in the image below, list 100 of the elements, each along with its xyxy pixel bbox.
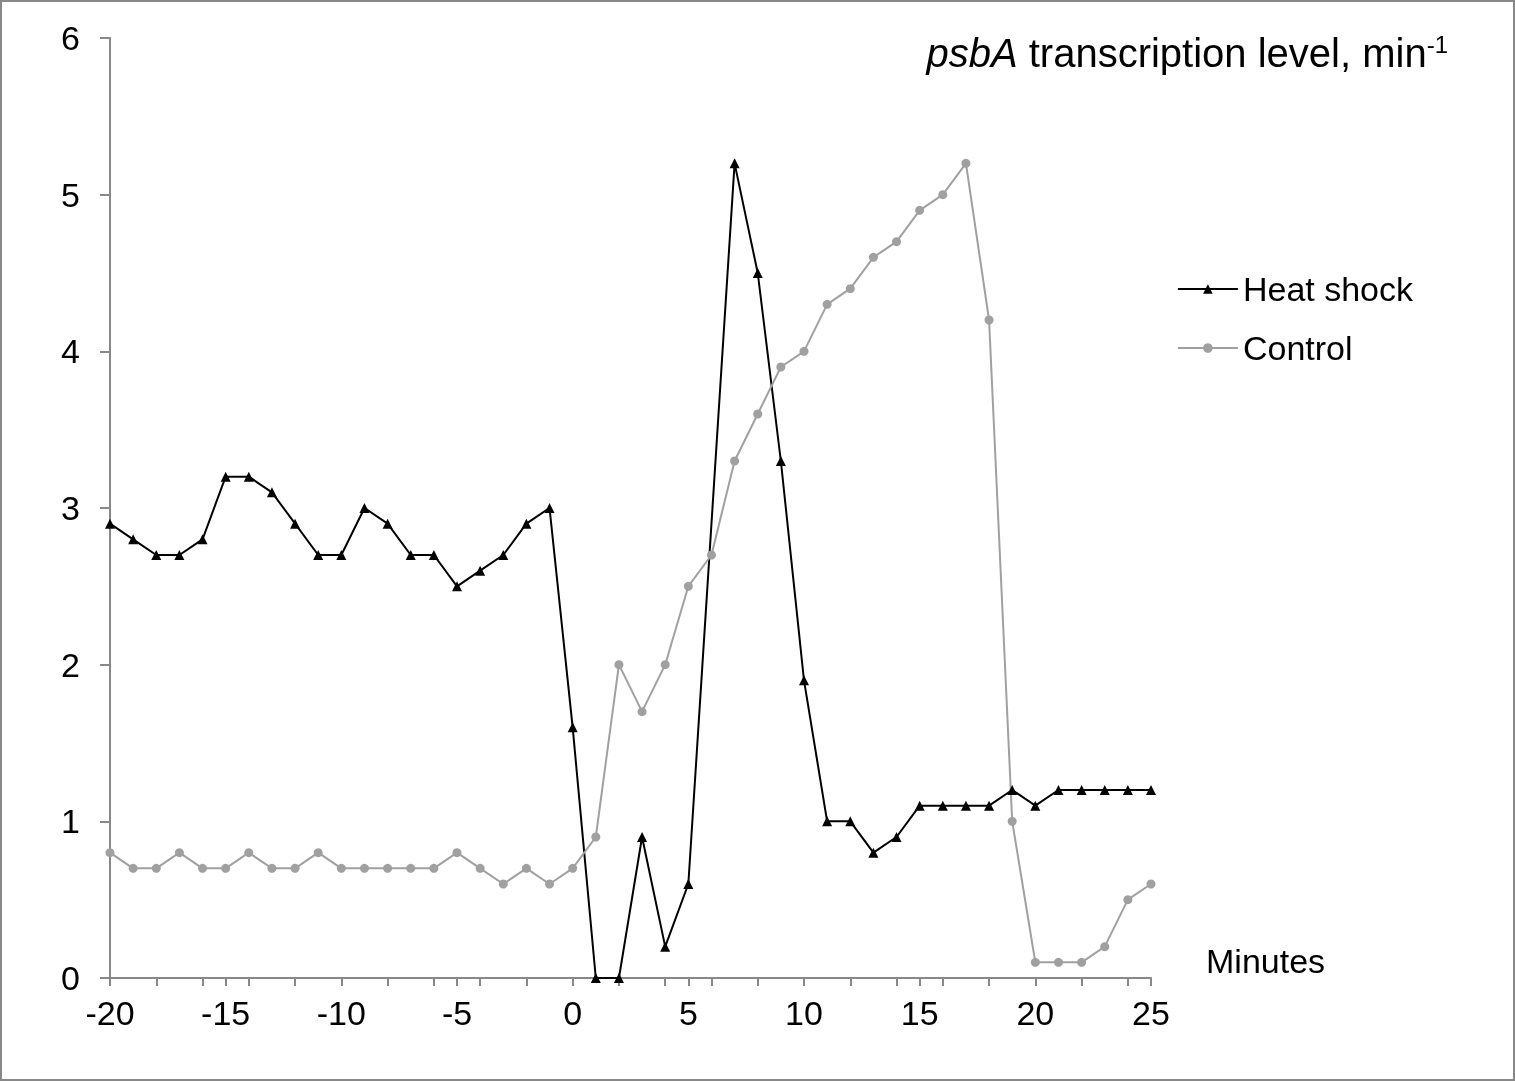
- point: [244, 848, 254, 858]
- point: [498, 879, 508, 889]
- point: [799, 346, 809, 356]
- point: [1076, 785, 1087, 795]
- point: [128, 863, 138, 873]
- x-tick-label: 15: [900, 994, 939, 1032]
- point: [406, 863, 416, 873]
- point: [822, 816, 833, 827]
- point: [637, 832, 648, 842]
- point: [845, 816, 856, 827]
- point: [891, 832, 902, 842]
- point: [174, 550, 185, 560]
- point: [545, 879, 555, 889]
- point: [151, 550, 162, 560]
- x-axis-title: Minutes: [1206, 942, 1326, 980]
- point: [568, 863, 578, 873]
- point: [1100, 942, 1110, 952]
- point: [1007, 816, 1017, 826]
- point: [383, 863, 393, 873]
- point: [521, 518, 532, 529]
- point: [266, 487, 277, 498]
- x-tick-label: -15: [201, 994, 251, 1032]
- y-tick-label: 0: [61, 959, 80, 997]
- point: [1123, 895, 1133, 905]
- point: [151, 863, 161, 873]
- point: [1146, 785, 1156, 795]
- point: [752, 268, 763, 278]
- y-tick-label: 5: [61, 175, 80, 214]
- point: [937, 800, 948, 811]
- point: [336, 550, 347, 560]
- point: [243, 471, 254, 482]
- point: [429, 863, 439, 873]
- point: [613, 973, 624, 983]
- point: [475, 863, 485, 873]
- point: [799, 675, 809, 686]
- point: [753, 409, 763, 419]
- point: [428, 550, 439, 560]
- point: [105, 848, 115, 858]
- point: [591, 832, 601, 842]
- point: [683, 879, 694, 889]
- point: [544, 503, 555, 513]
- point: [984, 315, 994, 325]
- point: [197, 534, 208, 545]
- point: [336, 863, 346, 873]
- point: [313, 848, 323, 858]
- point: [683, 581, 693, 591]
- point: [290, 863, 300, 873]
- point: [984, 800, 995, 811]
- y-tick-label: 3: [61, 489, 80, 527]
- point: [868, 252, 878, 262]
- point: [290, 518, 301, 529]
- point: [938, 190, 948, 200]
- point: [220, 471, 231, 482]
- point: [1030, 957, 1040, 967]
- point: [359, 863, 369, 873]
- point: [730, 456, 740, 466]
- point: [914, 800, 925, 811]
- point: [729, 158, 740, 169]
- point: [128, 534, 139, 545]
- point: [475, 565, 486, 576]
- point: [822, 299, 832, 309]
- point: [1099, 785, 1110, 795]
- point: [614, 660, 624, 670]
- point: [590, 973, 601, 983]
- point: [637, 707, 647, 717]
- point: [452, 848, 462, 858]
- point: [775, 456, 786, 466]
- x-tick-label: 0: [563, 994, 583, 1032]
- point: [452, 581, 462, 592]
- point: [845, 284, 855, 294]
- point: [498, 550, 509, 560]
- point: [1053, 785, 1064, 795]
- point: [267, 863, 277, 873]
- point: [382, 518, 393, 529]
- point: [961, 158, 971, 168]
- point: [892, 237, 902, 247]
- point: [660, 941, 671, 952]
- point: [1146, 879, 1156, 889]
- x-tick-label: -5: [441, 994, 473, 1032]
- point: [960, 800, 971, 811]
- point: [105, 518, 115, 529]
- x-tick-label: 5: [678, 994, 698, 1032]
- x-tick-label: 10: [785, 994, 823, 1032]
- point: [1077, 957, 1087, 967]
- point: [1007, 785, 1018, 795]
- point: [521, 863, 531, 873]
- point: [1030, 800, 1041, 811]
- x-tick-label: -10: [316, 994, 366, 1032]
- x-tick-label: 25: [1132, 994, 1170, 1032]
- point: [1053, 957, 1063, 967]
- y-tick-label: 1: [61, 802, 80, 841]
- point: [198, 863, 208, 873]
- point: [1122, 785, 1133, 795]
- point: [221, 863, 231, 873]
- point: [405, 550, 416, 560]
- y-tick-label: 6: [61, 19, 80, 57]
- point: [567, 722, 578, 733]
- legend-label: Heat shock: [1242, 270, 1414, 308]
- point: [174, 848, 184, 858]
- x-tick-label: -20: [85, 994, 135, 1032]
